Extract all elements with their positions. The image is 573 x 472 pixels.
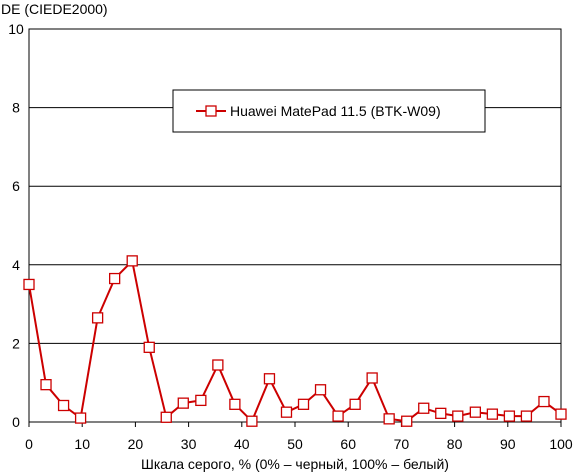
y-tick-label-8: 8 — [12, 100, 20, 116]
data-point — [349, 398, 361, 410]
data-point — [503, 410, 516, 422]
data-point — [555, 408, 567, 420]
x-tick-labels: 0 10 20 30 40 50 60 70 80 90 100 — [25, 436, 573, 452]
y-tick-label-2: 2 — [12, 335, 20, 351]
data-point — [280, 406, 293, 418]
data-point — [452, 410, 464, 422]
data-point — [401, 415, 413, 427]
y-tick-labels: 0 2 4 6 8 10 — [8, 21, 24, 430]
data-point — [418, 402, 430, 414]
data-point — [263, 373, 276, 385]
data-point — [246, 415, 258, 427]
data-point — [23, 278, 35, 291]
x-tick-label-90: 90 — [500, 436, 516, 452]
legend-label: Huawei MatePad 11.5 (BTK-W09) — [230, 103, 441, 119]
x-tick-label-100: 100 — [549, 436, 573, 452]
y-tick-label-6: 6 — [12, 178, 20, 194]
data-point — [109, 272, 121, 285]
data-point — [40, 379, 52, 391]
y-axis-title: DE (CIEDE2000) — [1, 1, 108, 17]
grid — [29, 28, 561, 344]
x-tick-label-0: 0 — [25, 436, 33, 452]
y-tick-label-4: 4 — [12, 257, 20, 273]
data-point — [366, 372, 378, 384]
data-point — [383, 413, 395, 425]
data-point — [177, 397, 189, 409]
data-point — [195, 394, 207, 407]
data-point — [538, 395, 550, 408]
data-point — [297, 398, 310, 410]
data-point — [229, 398, 241, 410]
x-tick-label-40: 40 — [234, 436, 250, 452]
data-point — [469, 406, 481, 418]
x-tick-label-10: 10 — [74, 436, 90, 452]
data-point — [332, 410, 344, 422]
data-point — [314, 384, 327, 396]
legend: Huawei MatePad 11.5 (BTK-W09) — [172, 89, 486, 133]
data-point — [126, 255, 138, 267]
x-axis-title: Шкала серого, % (0% – черный, 100% – бел… — [141, 456, 449, 472]
data-point — [57, 399, 70, 412]
x-tick-label-50: 50 — [287, 436, 303, 452]
data-point — [91, 312, 104, 324]
data-point — [520, 410, 533, 422]
data-point — [143, 341, 155, 353]
legend-marker — [205, 105, 217, 117]
data-point — [74, 412, 87, 424]
x-tick-label-30: 30 — [181, 436, 197, 452]
series-line-0 — [28, 259, 562, 423]
x-tick-label-70: 70 — [394, 436, 410, 452]
y-tick-label-0: 0 — [12, 414, 20, 430]
x-tick-label-60: 60 — [340, 436, 356, 452]
data-point — [212, 359, 224, 371]
x-tick-label-20: 20 — [128, 436, 144, 452]
y-tick-label-10: 10 — [8, 21, 24, 37]
plot-frame — [28, 28, 562, 423]
series-group — [23, 255, 567, 427]
x-tick-label-80: 80 — [447, 436, 463, 452]
data-point — [486, 408, 499, 420]
axes — [28, 28, 562, 427]
data-point — [160, 411, 172, 423]
data-point — [435, 407, 447, 420]
